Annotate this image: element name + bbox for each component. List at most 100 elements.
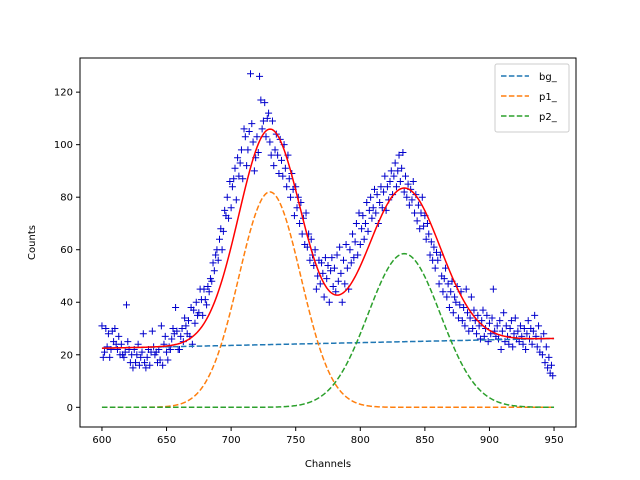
y-tick-label: 0 [67, 403, 73, 414]
data-point [342, 240, 350, 248]
data-point [148, 327, 156, 335]
data-point [524, 317, 532, 325]
data-point [285, 175, 293, 183]
data-point [216, 235, 223, 243]
legend-label-bg: bg_ [539, 72, 558, 83]
x-tick-label: 950 [544, 435, 563, 446]
data-point [523, 330, 531, 338]
data-point [387, 167, 395, 175]
data-point [516, 322, 524, 330]
data-point [431, 264, 439, 272]
data-point [350, 254, 358, 262]
data-point [394, 167, 402, 175]
data-point [544, 364, 552, 372]
data-point [452, 298, 460, 306]
data-point [303, 243, 311, 251]
data-point [316, 280, 324, 288]
data-point [223, 193, 231, 201]
data-point [104, 330, 112, 338]
data-point [346, 246, 354, 254]
data-point [267, 151, 275, 159]
data-point [540, 330, 548, 338]
data-point [256, 72, 264, 80]
y-tick-label: 40 [60, 298, 73, 309]
data-point [139, 330, 147, 338]
data-point [355, 209, 363, 217]
legend-label-p2: p2_ [539, 112, 558, 123]
data-point [465, 327, 473, 335]
data-point [318, 259, 326, 267]
data-point [141, 359, 149, 367]
data-point [298, 230, 306, 238]
data-point [349, 230, 357, 238]
data-point [411, 209, 419, 217]
data-point [199, 311, 207, 319]
data-point [329, 282, 337, 290]
data-point [334, 277, 342, 285]
x-axis-label: Channels [305, 459, 351, 470]
data-point [500, 309, 508, 317]
data-point [164, 356, 172, 364]
data-point [270, 162, 278, 170]
data-point [511, 314, 519, 322]
data-point [485, 319, 493, 327]
data-point [253, 133, 261, 141]
data-point [505, 340, 513, 348]
data-point [369, 204, 377, 212]
data-point [323, 275, 331, 283]
data-point [409, 177, 417, 185]
data-point [261, 99, 269, 107]
data-point [287, 193, 295, 201]
data-point [474, 311, 482, 319]
data-point [134, 340, 142, 348]
data-point [200, 285, 208, 293]
data-point [232, 196, 240, 204]
data-point [402, 172, 409, 180]
data-point [210, 267, 218, 275]
data-point [480, 332, 488, 340]
y-tick-label: 120 [54, 88, 73, 99]
data-point [201, 296, 209, 304]
data-point [514, 327, 522, 335]
legend-box [494, 63, 570, 133]
data-point [478, 317, 486, 325]
data-point [168, 335, 176, 343]
y-tick-label: 60 [60, 245, 73, 256]
data-point [461, 322, 469, 330]
data-point [330, 264, 338, 272]
data-point [120, 353, 128, 361]
data-point [456, 301, 464, 309]
data-point [515, 338, 523, 346]
data-point [467, 293, 475, 301]
data-point [458, 317, 466, 325]
data-point [263, 114, 271, 122]
data-point [239, 175, 247, 183]
data-point [293, 204, 301, 212]
data-point [430, 243, 438, 251]
data-point [265, 109, 273, 117]
data-point [306, 256, 314, 264]
data-point [469, 325, 477, 333]
data-point [281, 164, 289, 172]
data-point [245, 128, 253, 136]
data-point [182, 322, 190, 330]
data-point [390, 172, 398, 180]
data-point [464, 309, 471, 317]
data-point [98, 322, 106, 330]
data-point [489, 285, 497, 293]
data-point [381, 172, 389, 180]
data-point [466, 314, 474, 322]
data-point [235, 172, 243, 180]
data-point [257, 96, 265, 104]
data-point [451, 293, 459, 301]
data-point [445, 304, 453, 312]
data-point [371, 185, 378, 193]
data-point [423, 219, 431, 227]
data-point [475, 322, 483, 330]
data-point [413, 217, 421, 225]
data-point [528, 340, 536, 348]
data-point [129, 364, 137, 372]
data-point [338, 298, 346, 306]
data-point [205, 288, 213, 296]
